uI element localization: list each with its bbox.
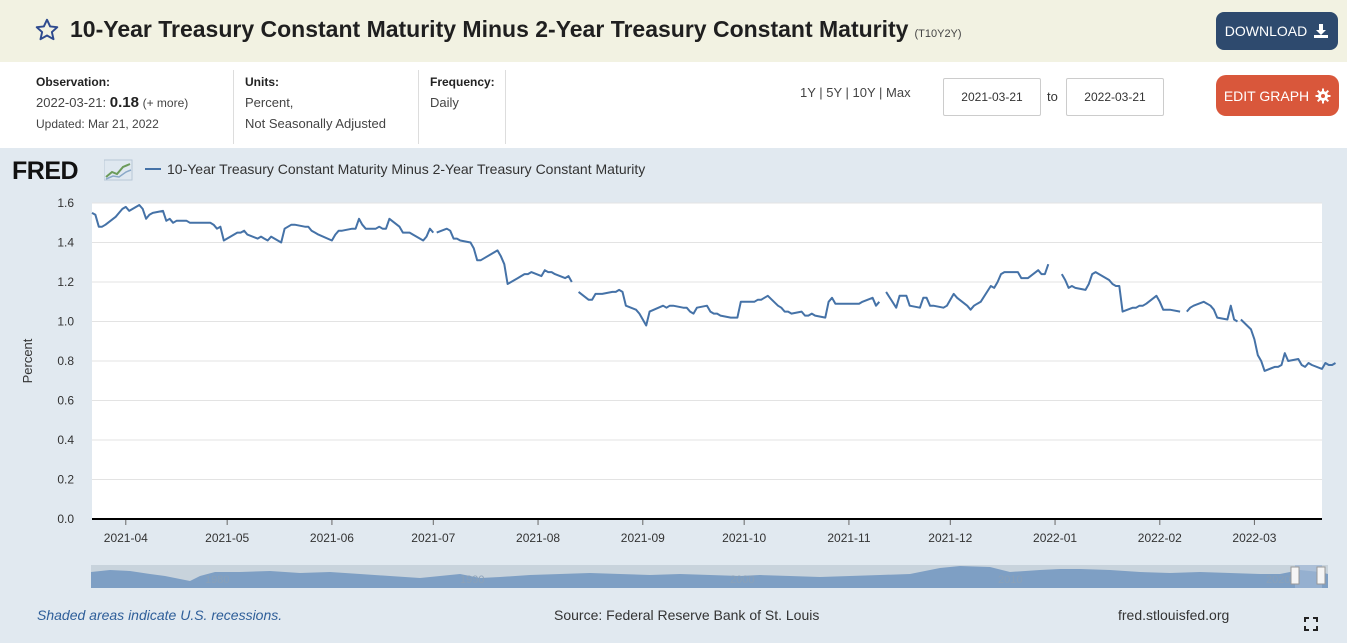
units-label: Units:	[245, 75, 279, 89]
navigator-handle-right[interactable]	[1316, 566, 1326, 585]
navigator-year-label: 1990	[460, 574, 484, 586]
fred-url[interactable]: fred.stlouisfed.org	[1118, 607, 1230, 623]
x-tick-label: 2021-07	[411, 531, 455, 545]
y-tick-label: 0.8	[57, 354, 74, 368]
series-line-segment	[577, 288, 881, 327]
y-tick-label: 0.0	[57, 512, 74, 526]
start-date-input[interactable]: 2021-03-21	[943, 78, 1041, 116]
page-title: 10-Year Treasury Constant Maturity Minus…	[70, 16, 962, 43]
x-tick-label: 2021-10	[722, 531, 766, 545]
download-icon	[1314, 24, 1329, 38]
chart-area: 0.0 0.2 0.4 0.6 0.8 1.0 1.2 1.4 1.6 2021-04 2021-…	[0, 148, 1347, 643]
legend: 10-Year Treasury Constant Maturity Minus…	[145, 161, 645, 177]
series-line-segment	[436, 227, 573, 285]
fullscreen-icon[interactable]	[1304, 617, 1318, 631]
range-links[interactable]: 1Y | 5Y | 10Y | Max	[800, 85, 911, 100]
download-label: DOWNLOAD	[1224, 23, 1308, 39]
y-tick-label: 1.4	[57, 236, 74, 250]
y-tick-label: 0.6	[57, 394, 74, 408]
y-tick-label: 0.4	[57, 433, 74, 447]
title-bar: 10-Year Treasury Constant Maturity Minus…	[0, 0, 1347, 62]
download-button[interactable]: DOWNLOAD	[1216, 12, 1338, 50]
divider	[233, 70, 234, 144]
frequency-block: Frequency: Daily	[430, 74, 495, 113]
series-line-segment	[885, 263, 1050, 311]
fred-chart-icon	[104, 159, 133, 181]
to-label: to	[1047, 89, 1058, 104]
x-tick-label: 2022-01	[1033, 531, 1077, 545]
x-tick-label: 2021-11	[827, 531, 870, 545]
chart: 0.0 0.2 0.4 0.6 0.8 1.0 1.2 1.4 1.6 2021-04 2021-…	[20, 196, 1337, 588]
observation-more-link[interactable]: (+ more)	[142, 96, 189, 110]
observation-label: Observation:	[36, 75, 111, 89]
y-axis-label: Percent	[20, 338, 35, 383]
units-line1: Percent,	[245, 95, 294, 110]
x-tick-label: 2021-05	[205, 531, 249, 545]
source-text: Source: Federal Reserve Bank of St. Loui…	[554, 607, 820, 623]
edit-graph-label: EDIT GRAPH	[1223, 87, 1310, 104]
x-tick-label: 2021-06	[310, 531, 354, 545]
y-tick-label: 1.6	[57, 196, 74, 210]
x-tick-label: 2021-08	[516, 531, 560, 545]
navigator[interactable]: 1980 1990 2000 2010 2020	[91, 565, 1328, 588]
end-date-input[interactable]: 2022-03-21	[1066, 78, 1164, 116]
star-icon[interactable]	[34, 17, 60, 43]
navigator-year-label: 2010	[998, 574, 1022, 586]
observation-value: 0.18	[109, 94, 139, 111]
navigator-year-label: 1980	[205, 574, 229, 586]
navigator-year-label: 2000	[730, 574, 754, 586]
observation-date: 2022-03-21:	[36, 95, 107, 110]
units-line2: Not Seasonally Adjusted	[245, 116, 386, 131]
navigator-selection[interactable]	[1295, 565, 1322, 588]
divider	[505, 70, 506, 144]
legend-series-name: 10-Year Treasury Constant Maturity Minus…	[167, 161, 646, 177]
y-tick-label: 1.0	[57, 315, 74, 329]
navigator-year-label: 2020	[1266, 574, 1290, 586]
navigator-handle-left[interactable]	[1290, 566, 1300, 585]
series-line-segment	[1186, 300, 1239, 323]
fred-logo: FRED	[12, 157, 79, 185]
x-tick-label: 2022-02	[1138, 531, 1182, 545]
frequency-label: Frequency:	[430, 75, 495, 89]
observation-block: Observation: 2022-03-21: 0.18 (+ more) U…	[36, 74, 188, 135]
x-tick-label: 2021-12	[928, 531, 972, 545]
x-tick-label: 2021-09	[621, 531, 665, 545]
series-id: (T10Y2Y)	[914, 28, 962, 40]
frequency-value: Daily	[430, 95, 459, 110]
navigator-area	[91, 566, 1328, 588]
recession-note: Shaded areas indicate U.S. recessions.	[37, 607, 283, 623]
y-tick-label: 1.2	[57, 275, 74, 289]
legend-swatch	[145, 168, 161, 170]
edit-graph-button[interactable]: EDIT GRAPH	[1216, 75, 1339, 116]
series-line-segment	[1060, 271, 1181, 313]
y-tick-label: 0.2	[57, 473, 74, 487]
series-line-segment	[91, 204, 435, 244]
x-tick-label: 2021-04	[104, 531, 148, 545]
units-block: Units: Percent, Not Seasonally Adjusted	[245, 74, 386, 134]
meta-bar: Observation: 2022-03-21: 0.18 (+ more) U…	[0, 62, 1347, 148]
divider	[418, 70, 419, 144]
series-title-text: 10-Year Treasury Constant Maturity Minus…	[70, 16, 909, 42]
updated-date: Updated: Mar 21, 2022	[36, 117, 159, 131]
gear-icon	[1315, 88, 1331, 103]
series-line-segment	[1240, 318, 1337, 372]
x-tick-label: 2022-03	[1232, 531, 1276, 545]
